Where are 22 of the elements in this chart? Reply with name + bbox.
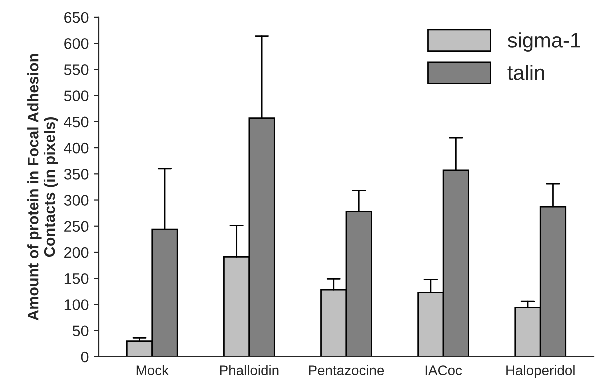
y-tick-label: 400 (64, 142, 89, 154)
x-tick-label: IACoc (426, 366, 462, 376)
y-tick-label: 250 (64, 221, 89, 232)
x-tick-label: Phalloidin (220, 365, 279, 376)
y-tick-label: 350 (64, 169, 89, 180)
y-axis-title: Amount of protein in Focal Adhesion Contacts (in pixels) (28, 54, 58, 321)
y-tick-label: 600 (64, 38, 89, 50)
x-tick-label: Haloperidol (506, 365, 575, 378)
y-tick-label: 50 (72, 326, 89, 337)
x-tick-label: Pentazocine (309, 365, 384, 376)
y-tick-label: 650 (64, 12, 89, 24)
y-tick-label: 200 (64, 247, 89, 258)
legend-label: talin (508, 65, 544, 80)
y-tick-label: 450 (64, 116, 89, 128)
y-tick-label: 500 (64, 90, 89, 102)
y-tick-label: 550 (64, 64, 89, 76)
y-tick-label: 0 (81, 352, 89, 363)
y-tick-label: 100 (64, 300, 89, 310)
y-tick-label: 300 (64, 195, 89, 206)
x-tick-label: Mock (136, 365, 169, 376)
legend-label: sigma-1 (508, 32, 580, 52)
y-tick-label: 150 (64, 273, 89, 284)
